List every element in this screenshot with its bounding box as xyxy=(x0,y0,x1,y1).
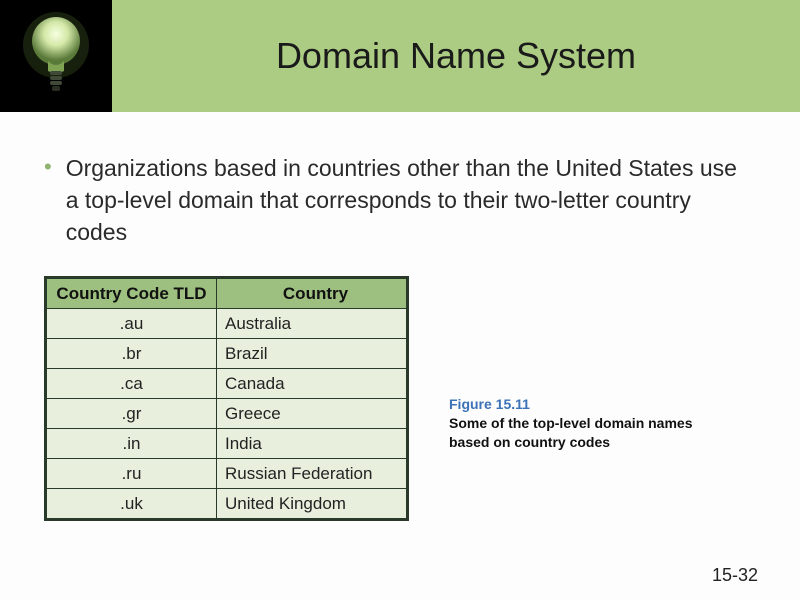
col-header-country: Country xyxy=(217,279,407,309)
slide-title: Domain Name System xyxy=(276,35,636,77)
bullet-marker: • xyxy=(44,152,52,182)
lightbulb-icon xyxy=(21,11,91,101)
cell-tld: .ru xyxy=(47,459,217,489)
table-row: .grGreece xyxy=(47,399,407,429)
cell-tld: .ca xyxy=(47,369,217,399)
table-header-row: Country Code TLD Country xyxy=(47,279,407,309)
title-box: Domain Name System xyxy=(112,0,800,112)
figure-text: Some of the top-level domain names based… xyxy=(449,415,693,450)
cell-tld: .in xyxy=(47,429,217,459)
cell-country: India xyxy=(217,429,407,459)
table-row: .auAustralia xyxy=(47,309,407,339)
cell-country: Brazil xyxy=(217,339,407,369)
cell-country: Australia xyxy=(217,309,407,339)
cell-tld: .uk xyxy=(47,489,217,519)
content-area: • Organizations based in countries other… xyxy=(0,112,800,248)
cell-country: Russian Federation xyxy=(217,459,407,489)
cell-country: Greece xyxy=(217,399,407,429)
cell-tld: .au xyxy=(47,309,217,339)
table-row: .caCanada xyxy=(47,369,407,399)
tld-table-wrap: Country Code TLD Country .auAustralia .b… xyxy=(44,276,409,521)
figure-caption: Figure 15.11 Some of the top-level domai… xyxy=(449,396,709,452)
cell-country: United Kingdom xyxy=(217,489,407,519)
bullet-item: • Organizations based in countries other… xyxy=(44,152,756,248)
cell-country: Canada xyxy=(217,369,407,399)
col-header-tld: Country Code TLD xyxy=(47,279,217,309)
table-row: .ruRussian Federation xyxy=(47,459,407,489)
tld-table: Country Code TLD Country .auAustralia .b… xyxy=(46,278,407,519)
page-number: 15-32 xyxy=(712,565,758,586)
lower-region: Country Code TLD Country .auAustralia .b… xyxy=(0,276,800,521)
table-row: .ukUnited Kingdom xyxy=(47,489,407,519)
table-row: .brBrazil xyxy=(47,339,407,369)
table-row: .inIndia xyxy=(47,429,407,459)
bulb-image-box xyxy=(0,0,112,112)
header-bar: Domain Name System xyxy=(0,0,800,112)
cell-tld: .gr xyxy=(47,399,217,429)
cell-tld: .br xyxy=(47,339,217,369)
figure-label: Figure 15.11 xyxy=(449,396,530,412)
bullet-text: Organizations based in countries other t… xyxy=(66,152,756,248)
